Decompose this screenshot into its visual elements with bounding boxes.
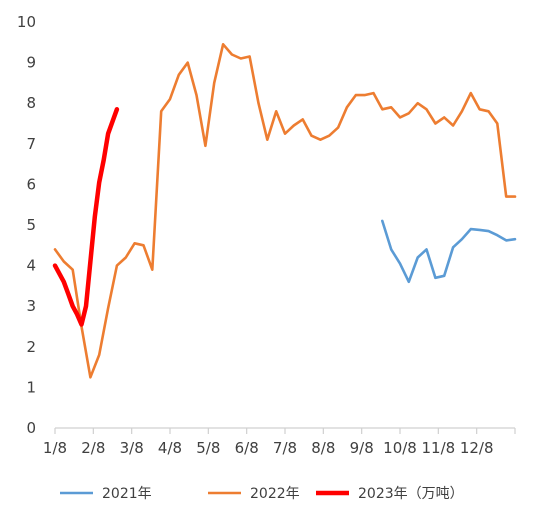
y-tick-label: 0 bbox=[26, 419, 36, 437]
series-line-0 bbox=[380, 219, 517, 284]
x-tick-label: 1/8 bbox=[43, 439, 67, 457]
legend-label-1: 2022年 bbox=[250, 486, 300, 502]
legend-label-2: 2023年（万吨） bbox=[358, 486, 464, 502]
series-line-1 bbox=[53, 42, 517, 379]
legend-label-0: 2021年 bbox=[102, 486, 152, 502]
y-tick-label: 10 bbox=[17, 13, 36, 31]
y-tick-label: 2 bbox=[26, 338, 36, 356]
y-tick-label: 5 bbox=[26, 216, 36, 234]
y-tick-label: 1 bbox=[26, 378, 36, 396]
y-tick-label: 9 bbox=[26, 54, 36, 72]
series-layer bbox=[52, 42, 517, 379]
x-tick-label: 12/8 bbox=[460, 439, 494, 457]
x-tick-label: 11/8 bbox=[421, 439, 455, 457]
x-tick-label: 8/8 bbox=[311, 439, 335, 457]
y-tick-label: 7 bbox=[26, 135, 36, 153]
x-tick-label: 6/8 bbox=[235, 439, 259, 457]
x-tick-label: 4/8 bbox=[158, 439, 182, 457]
y-tick-label: 4 bbox=[26, 257, 36, 275]
series-line-2 bbox=[52, 107, 120, 327]
x-tick-label: 7/8 bbox=[273, 439, 297, 457]
x-tick-label: 2/8 bbox=[81, 439, 105, 457]
y-tick-label: 6 bbox=[26, 175, 36, 193]
x-axis-ticks: 1/8 2/8 3/8 4/8 5/8 6/8 7/8 8/8 9/8 10/8 11/8 12/8 bbox=[43, 428, 516, 457]
x-tick-label: 9/8 bbox=[350, 439, 374, 457]
y-tick-label: 3 bbox=[26, 297, 36, 315]
x-tick-label: 5/8 bbox=[196, 439, 220, 457]
y-axis-ticks: 0 1 2 3 4 5 6 7 8 9 10 bbox=[17, 13, 36, 437]
x-tick-label: 10/8 bbox=[383, 439, 417, 457]
x-tick-label: 3/8 bbox=[120, 439, 144, 457]
y-tick-label: 8 bbox=[26, 94, 36, 112]
legend: 2021年 2022年 2023年（万吨） bbox=[60, 486, 464, 502]
